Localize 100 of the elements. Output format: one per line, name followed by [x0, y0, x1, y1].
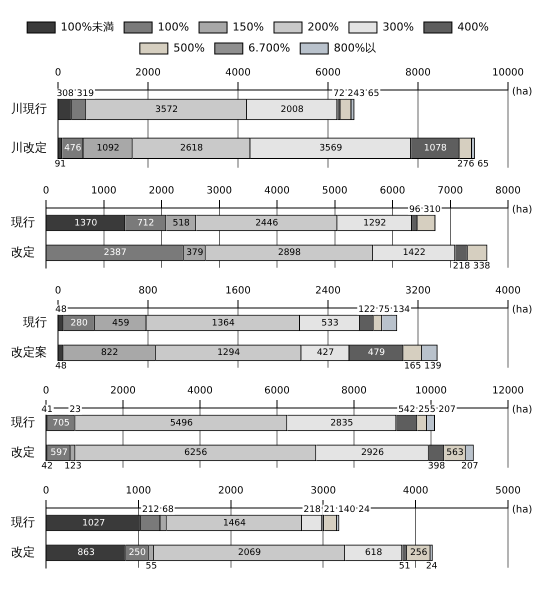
data-label: 68 [162, 505, 174, 516]
data-label: 96 [409, 205, 421, 216]
data-label: 476 [64, 144, 82, 154]
data-label: 1464 [222, 518, 246, 528]
x-tick-label: 10000 [492, 68, 524, 79]
data-label: 42 [41, 461, 53, 472]
x-tick-label: 2000 [110, 386, 136, 397]
data-label: 597 [50, 448, 68, 458]
data-label: 207 [461, 461, 478, 472]
legend-label: 100% [158, 20, 190, 34]
data-label: 51 [398, 561, 410, 572]
y-tick-label: 改定 [11, 244, 35, 259]
x-axis-title: (ha) [512, 204, 532, 216]
data-label: 75 [378, 305, 390, 316]
data-label: 5496 [170, 418, 194, 428]
x-axis-title: (ha) [512, 504, 532, 516]
x-tick-label: 4000 [225, 68, 251, 79]
y-tick-label: 現行 [11, 415, 35, 430]
x-tick-label: 0 [54, 68, 62, 79]
x-axis-title: (ha) [512, 86, 532, 98]
data-label: 55 [146, 561, 158, 572]
x-tick-label: 6000 [264, 386, 290, 397]
legend-label: 800%以 [334, 41, 376, 54]
data-label: 618 [365, 548, 383, 558]
legend-label: 150% [232, 20, 264, 34]
data-label: 1422 [402, 248, 426, 258]
legend-label: 400% [457, 20, 489, 34]
x-tick-label: 8000 [495, 186, 521, 197]
data-label: 2387 [104, 248, 127, 258]
x-tick-label: 1000 [91, 186, 116, 197]
x-tick-label: 8000 [405, 68, 431, 79]
data-label: 1027 [82, 518, 106, 528]
data-label: 2446 [255, 218, 279, 228]
data-label: 1078 [424, 144, 448, 154]
data-label: 165 [404, 361, 422, 372]
y-tick-label: 改定案 [11, 344, 47, 359]
x-tick-label: 2000 [218, 486, 244, 497]
data-label: 41 [41, 405, 53, 416]
x-tick-label: 1600 [225, 286, 251, 297]
data-label: 91 [54, 159, 66, 170]
data-label: 2008 [280, 104, 304, 115]
x-tick-label: 5000 [322, 186, 348, 197]
data-label: 542 [398, 405, 416, 416]
data-label: 533 [321, 318, 339, 328]
x-tick-label: 0 [54, 286, 62, 297]
data-label: 21 [324, 505, 336, 516]
data-label: 123 [64, 461, 82, 472]
x-tick-label: 4000 [402, 486, 428, 497]
x-tick-label: 0 [42, 386, 50, 397]
x-tick-label: 4000 [495, 286, 521, 297]
y-tick-label: 改定 [11, 544, 35, 559]
data-label: 250 [128, 548, 146, 558]
data-label: 243 [348, 89, 365, 100]
data-label: 310 [424, 205, 441, 216]
x-tick-label: 2400 [315, 286, 341, 297]
data-label: 24 [358, 505, 370, 516]
data-label: 1294 [217, 348, 240, 358]
data-label: 276 [457, 159, 475, 170]
x-tick-label: 3000 [206, 186, 232, 197]
data-label: 6256 [184, 448, 208, 458]
data-label: 822 [101, 348, 118, 358]
data-label: 212 [142, 505, 160, 516]
data-label: 65 [477, 159, 489, 170]
y-tick-label: 改定 [11, 444, 35, 459]
data-label: 2926 [361, 448, 384, 458]
data-label: 1364 [212, 318, 235, 328]
x-tick-label: 12000 [492, 386, 524, 397]
x-tick-label: 4000 [264, 186, 290, 197]
x-axis-title: (ha) [512, 404, 532, 416]
y-tick-label: 現行 [23, 315, 47, 330]
data-label: 398 [428, 461, 446, 472]
x-tick-label: 8000 [341, 386, 367, 397]
data-label: 139 [424, 361, 442, 372]
data-label: 140 [338, 505, 356, 516]
data-label: 479 [368, 348, 386, 358]
data-label: 23 [69, 405, 81, 416]
data-label: 459 [112, 318, 130, 328]
data-label: 563 [446, 448, 464, 458]
x-tick-label: 3000 [310, 486, 336, 497]
data-label: 3572 [155, 104, 178, 115]
x-tick-label: 10000 [415, 386, 447, 397]
x-tick-label: 0 [42, 186, 50, 197]
data-label: 48 [55, 361, 67, 372]
legend-label: 200% [308, 20, 339, 34]
data-label: 218 [452, 261, 470, 272]
x-tick-label: 3200 [405, 286, 431, 297]
data-label: 1292 [363, 218, 386, 228]
x-tick-label: 800 [138, 286, 158, 297]
data-label: 518 [172, 218, 190, 228]
x-axis-title: (ha) [512, 304, 532, 316]
x-tick-label: 1000 [126, 486, 152, 497]
y-tick-label: 現行 [11, 215, 35, 230]
data-label: 2898 [278, 248, 302, 258]
x-tick-label: 2000 [135, 68, 161, 79]
data-label: 2618 [180, 144, 204, 154]
data-label: 218 [304, 505, 321, 516]
data-label: 207 [438, 405, 456, 416]
data-label: 256 [410, 548, 428, 558]
legend-label: 6.700% [248, 41, 290, 54]
y-tick-label: 川改定 [11, 140, 47, 154]
